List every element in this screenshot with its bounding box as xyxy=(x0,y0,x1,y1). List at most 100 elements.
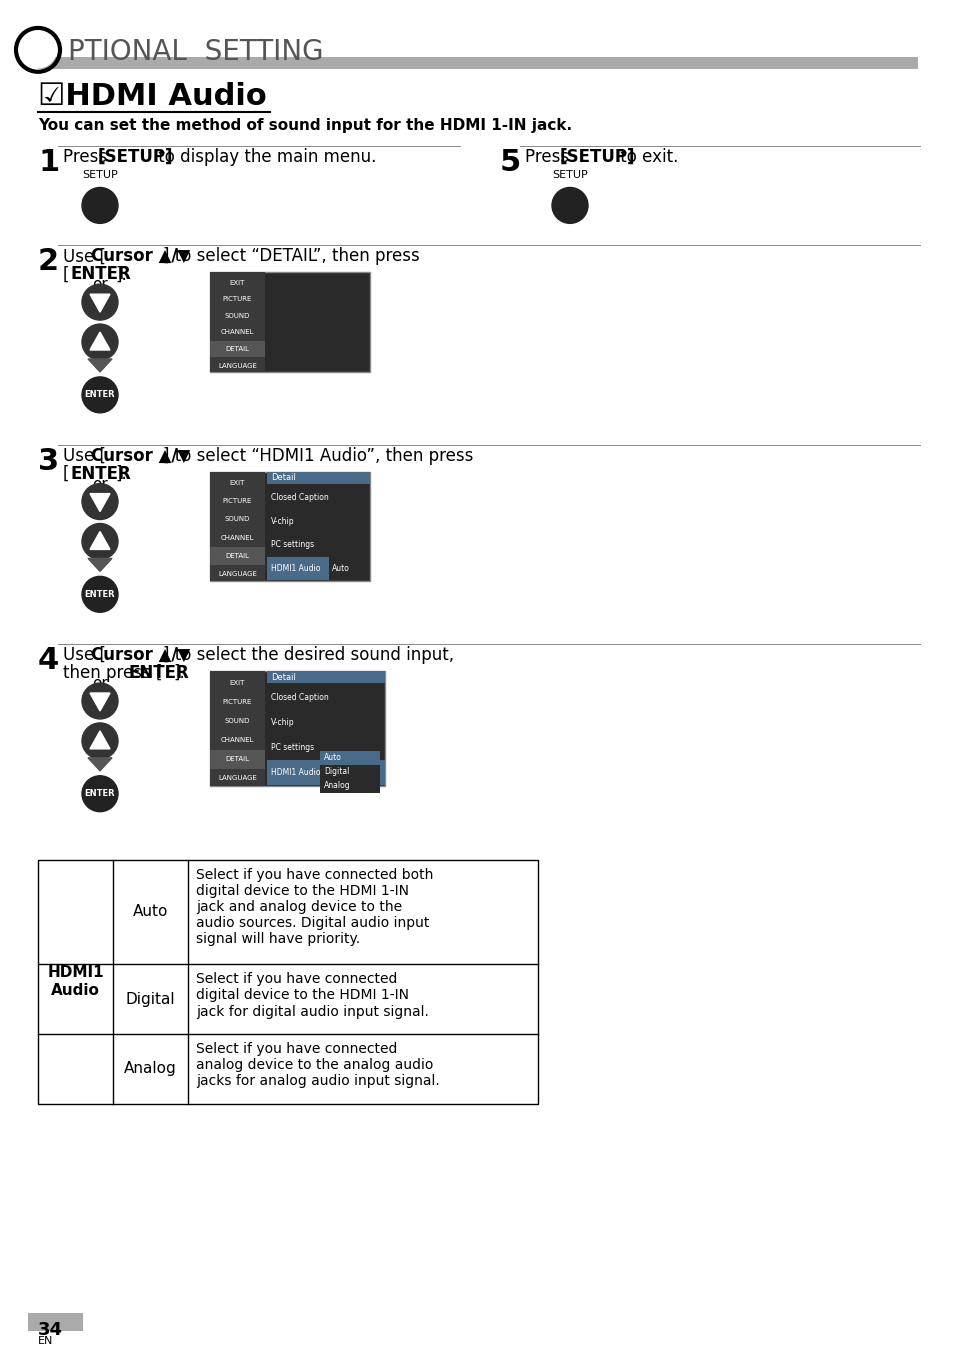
Text: DETAIL: DETAIL xyxy=(225,553,250,559)
Text: 4: 4 xyxy=(38,646,59,675)
Text: SETUP: SETUP xyxy=(552,170,587,179)
Text: Cursor ▲/▼: Cursor ▲/▼ xyxy=(91,446,190,465)
Circle shape xyxy=(82,723,118,759)
Text: Digital: Digital xyxy=(126,992,175,1007)
Text: LANGUAGE: LANGUAGE xyxy=(218,572,256,577)
Text: EXIT: EXIT xyxy=(230,279,245,286)
Text: Use [: Use [ xyxy=(63,646,106,665)
FancyBboxPatch shape xyxy=(267,671,385,683)
FancyBboxPatch shape xyxy=(267,760,385,785)
Text: ] to select “HDMI1 Audio”, then press: ] to select “HDMI1 Audio”, then press xyxy=(163,446,473,465)
FancyBboxPatch shape xyxy=(210,472,370,581)
Text: then press [: then press [ xyxy=(63,665,162,682)
Text: Closed Caption: Closed Caption xyxy=(271,693,329,702)
Polygon shape xyxy=(90,531,110,550)
FancyBboxPatch shape xyxy=(210,671,385,786)
Text: SOUND: SOUND xyxy=(225,516,250,522)
Text: DETAIL: DETAIL xyxy=(225,346,250,352)
Text: Analog: Analog xyxy=(124,1061,176,1077)
Text: 1: 1 xyxy=(38,147,59,177)
Text: Cursor ▲/▼: Cursor ▲/▼ xyxy=(91,646,190,665)
Text: 3: 3 xyxy=(38,446,59,476)
Polygon shape xyxy=(90,731,110,749)
Text: LANGUAGE: LANGUAGE xyxy=(218,775,256,782)
Text: Digital: Digital xyxy=(324,767,349,776)
Text: PC settings: PC settings xyxy=(271,541,314,550)
Circle shape xyxy=(82,523,118,559)
Text: [SETUP]: [SETUP] xyxy=(98,147,173,166)
Polygon shape xyxy=(90,294,110,313)
Text: to display the main menu.: to display the main menu. xyxy=(152,147,376,166)
Text: EN: EN xyxy=(38,1336,53,1347)
Text: PC settings: PC settings xyxy=(271,743,314,752)
Polygon shape xyxy=(90,332,110,350)
Circle shape xyxy=(82,377,118,412)
FancyBboxPatch shape xyxy=(210,272,370,372)
Text: Auto: Auto xyxy=(132,905,168,919)
Text: CHANNEL: CHANNEL xyxy=(220,535,254,541)
Text: HDMI1
Audio: HDMI1 Audio xyxy=(47,965,104,998)
Text: V-chip: V-chip xyxy=(271,516,294,526)
Text: ENTER: ENTER xyxy=(85,391,115,399)
Circle shape xyxy=(82,284,118,319)
FancyBboxPatch shape xyxy=(210,341,265,357)
Circle shape xyxy=(82,187,118,224)
Circle shape xyxy=(20,32,56,67)
Text: Detail: Detail xyxy=(271,473,295,483)
Text: ] to select “DETAIL”, then press: ] to select “DETAIL”, then press xyxy=(163,247,419,266)
Text: HDMI1 Audio: HDMI1 Audio xyxy=(271,768,320,776)
Text: or: or xyxy=(92,677,108,692)
Circle shape xyxy=(82,683,118,718)
Text: Closed Caption: Closed Caption xyxy=(271,493,329,501)
Text: Press: Press xyxy=(63,147,112,166)
Text: [SETUP]: [SETUP] xyxy=(559,147,635,166)
FancyBboxPatch shape xyxy=(319,764,379,779)
Polygon shape xyxy=(90,493,110,511)
Text: Detail: Detail xyxy=(271,673,295,682)
Text: PICTURE: PICTURE xyxy=(223,297,252,302)
FancyBboxPatch shape xyxy=(28,1313,83,1332)
FancyBboxPatch shape xyxy=(319,779,379,793)
Polygon shape xyxy=(88,758,112,771)
Text: Use [: Use [ xyxy=(63,247,106,266)
Text: Use [: Use [ xyxy=(63,446,106,465)
Text: ENTER: ENTER xyxy=(70,465,131,483)
FancyBboxPatch shape xyxy=(267,557,329,581)
Circle shape xyxy=(82,324,118,360)
Text: ENTER: ENTER xyxy=(70,266,131,283)
FancyBboxPatch shape xyxy=(210,749,265,768)
FancyBboxPatch shape xyxy=(38,57,917,69)
Polygon shape xyxy=(88,359,112,372)
Circle shape xyxy=(82,577,118,612)
Text: HDMI1 Audio: HDMI1 Audio xyxy=(271,563,320,573)
Text: CHANNEL: CHANNEL xyxy=(220,329,254,336)
Text: SOUND: SOUND xyxy=(225,313,250,318)
Text: You can set the method of sound input for the HDMI 1-IN jack.: You can set the method of sound input fo… xyxy=(38,117,572,132)
Text: Select if you have connected
analog device to the analog audio
jacks for analog : Select if you have connected analog devi… xyxy=(195,1042,439,1088)
Text: 34: 34 xyxy=(38,1321,63,1339)
Text: ].: ]. xyxy=(115,266,127,283)
Circle shape xyxy=(82,776,118,811)
Text: to exit.: to exit. xyxy=(615,147,678,166)
Text: Auto: Auto xyxy=(332,563,350,573)
Text: Select if you have connected both
digital device to the HDMI 1-IN
jack and analo: Select if you have connected both digita… xyxy=(195,868,433,946)
Text: 2: 2 xyxy=(38,247,59,276)
Text: PTIONAL  SETTING: PTIONAL SETTING xyxy=(68,38,323,66)
Text: [: [ xyxy=(63,465,70,483)
Text: SOUND: SOUND xyxy=(225,718,250,724)
Polygon shape xyxy=(88,558,112,572)
Text: ENTER: ENTER xyxy=(85,590,115,599)
Text: Press: Press xyxy=(524,147,574,166)
Text: ENTER: ENTER xyxy=(128,665,189,682)
Text: ENTER: ENTER xyxy=(85,789,115,798)
Text: ] to select the desired sound input,: ] to select the desired sound input, xyxy=(163,646,454,665)
Circle shape xyxy=(82,484,118,519)
Text: 5: 5 xyxy=(499,147,520,177)
Text: V-chip: V-chip xyxy=(271,718,294,727)
Text: LANGUAGE: LANGUAGE xyxy=(218,363,256,368)
FancyBboxPatch shape xyxy=(210,472,265,581)
FancyBboxPatch shape xyxy=(210,272,265,372)
Text: SETUP: SETUP xyxy=(82,170,118,179)
Text: Auto: Auto xyxy=(324,754,341,763)
Text: or: or xyxy=(92,278,108,293)
